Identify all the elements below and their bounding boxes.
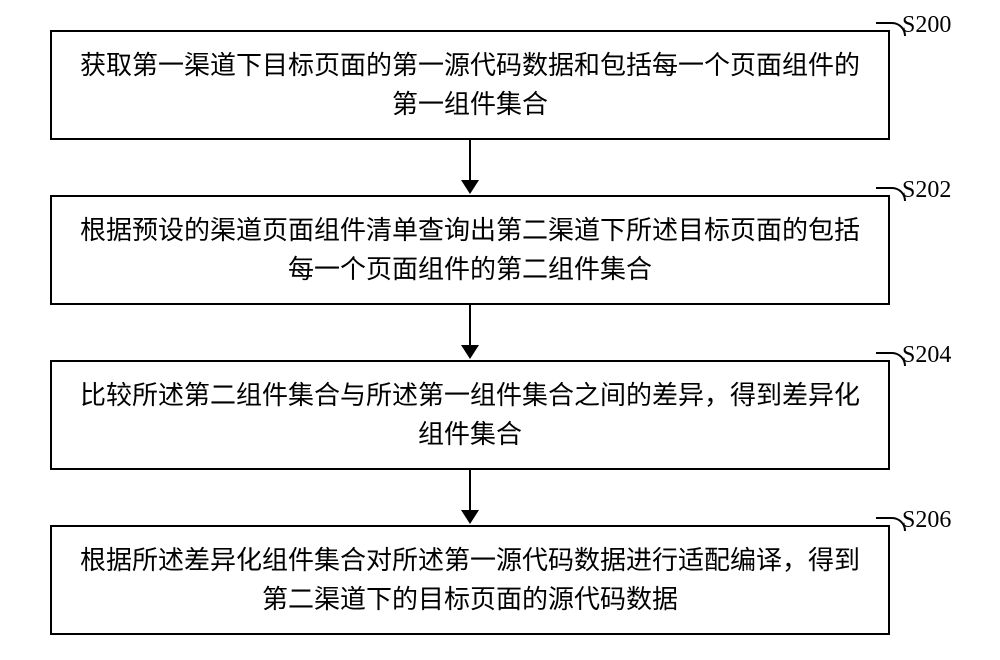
step-label-s204: S204 — [902, 342, 951, 369]
arrow-s204-s206 — [458, 470, 482, 524]
arrow-shaft — [469, 305, 471, 345]
step-box-s202: 根据预设的渠道页面组件清单查询出第二渠道下所述目标页面的包括每一个页面组件的第二… — [50, 195, 890, 305]
step-label-s200: S200 — [902, 12, 951, 39]
arrow-shaft — [469, 470, 471, 510]
step-text: 比较所述第二组件集合与所述第一组件集合之间的差异，得到差异化组件集合 — [76, 376, 864, 454]
step-text: 获取第一渠道下目标页面的第一源代码数据和包括每一个页面组件的第一组件集合 — [76, 46, 864, 124]
step-box-s200: 获取第一渠道下目标页面的第一源代码数据和包括每一个页面组件的第一组件集合 — [50, 30, 890, 140]
step-text: 根据所述差异化组件集合对所述第一源代码数据进行适配编译，得到第二渠道下的目标页面… — [76, 541, 864, 619]
arrow-head-icon — [461, 345, 479, 359]
arrow-s202-s204 — [458, 305, 482, 359]
flowchart-canvas: 获取第一渠道下目标页面的第一源代码数据和包括每一个页面组件的第一组件集合 S20… — [0, 0, 1000, 660]
step-label-s206: S206 — [902, 507, 951, 534]
step-box-s204: 比较所述第二组件集合与所述第一组件集合之间的差异，得到差异化组件集合 — [50, 360, 890, 470]
step-label-s202: S202 — [902, 177, 951, 204]
step-box-s206: 根据所述差异化组件集合对所述第一源代码数据进行适配编译，得到第二渠道下的目标页面… — [50, 525, 890, 635]
arrow-head-icon — [461, 180, 479, 194]
step-text: 根据预设的渠道页面组件清单查询出第二渠道下所述目标页面的包括每一个页面组件的第二… — [76, 211, 864, 289]
arrow-head-icon — [461, 510, 479, 524]
arrow-shaft — [469, 140, 471, 180]
arrow-s200-s202 — [458, 140, 482, 194]
